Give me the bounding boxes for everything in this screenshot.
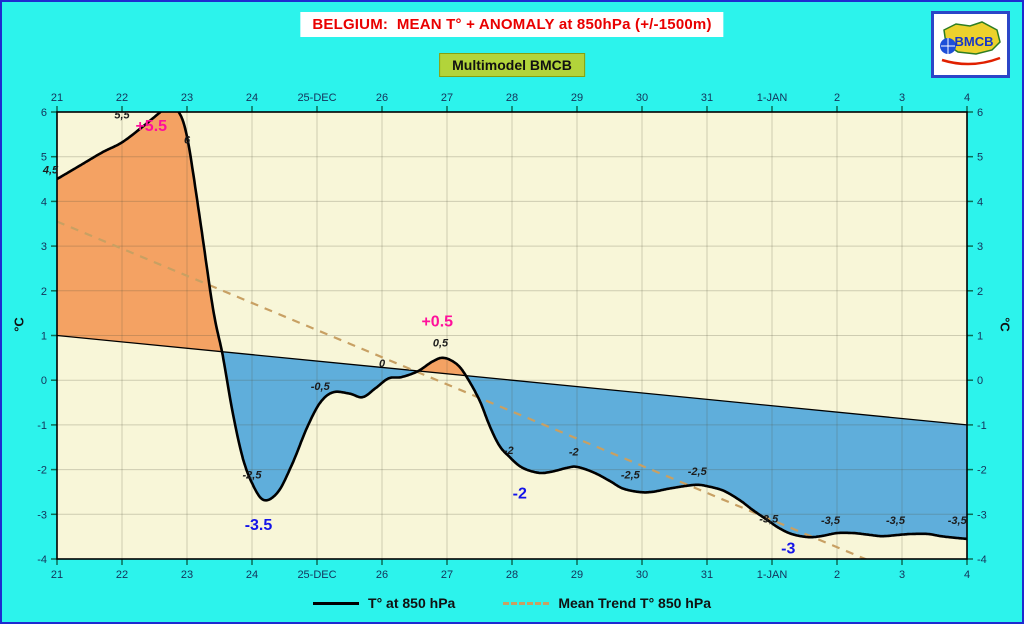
- y-axis-label-left: °C: [11, 317, 27, 332]
- trend-line-swatch: [503, 601, 550, 605]
- svg-text:4: 4: [977, 196, 983, 208]
- svg-text:-2: -2: [569, 446, 579, 458]
- svg-text:25-DEC: 25-DEC: [297, 92, 336, 104]
- logo-swoosh: [941, 56, 1000, 65]
- bmcb-logo: BMCB: [931, 11, 1010, 78]
- svg-text:1-JAN: 1-JAN: [757, 569, 788, 581]
- svg-text:4: 4: [964, 569, 970, 581]
- svg-text:23: 23: [181, 92, 193, 104]
- svg-text:23: 23: [181, 569, 193, 581]
- svg-text:0,5: 0,5: [433, 338, 449, 350]
- svg-text:6: 6: [41, 107, 47, 119]
- svg-text:-1: -1: [37, 420, 47, 432]
- svg-text:25-DEC: 25-DEC: [297, 569, 336, 581]
- svg-text:-3: -3: [37, 509, 47, 521]
- svg-text:29: 29: [571, 92, 583, 104]
- svg-text:-4: -4: [37, 554, 47, 566]
- svg-text:-3: -3: [781, 541, 795, 558]
- svg-text:+0.5: +0.5: [421, 314, 453, 331]
- svg-text:+5.5: +5.5: [135, 118, 167, 135]
- svg-text:26: 26: [376, 569, 388, 581]
- svg-text:0: 0: [379, 358, 386, 370]
- svg-text:-0,5: -0,5: [311, 381, 331, 393]
- svg-text:-1: -1: [977, 420, 987, 432]
- bmcb-logo-graphic: BMCB: [939, 20, 1001, 65]
- svg-text:-2: -2: [37, 465, 47, 477]
- svg-text:31: 31: [701, 92, 713, 104]
- svg-text:30: 30: [636, 569, 648, 581]
- svg-text:26: 26: [376, 92, 388, 104]
- svg-text:-2,5: -2,5: [621, 470, 641, 482]
- svg-text:2: 2: [834, 92, 840, 104]
- svg-text:-2: -2: [513, 486, 527, 503]
- svg-text:-3,5: -3,5: [821, 515, 841, 527]
- chart-title: BELGIUM: MEAN T° + ANOMALY at 850hPa (+/…: [300, 12, 724, 37]
- svg-text:2: 2: [834, 569, 840, 581]
- svg-text:27: 27: [441, 92, 453, 104]
- legend-item-trend: Mean Trend T° 850 hPa: [503, 595, 711, 611]
- svg-text:3: 3: [41, 241, 47, 253]
- logo-text: BMCB: [954, 34, 993, 49]
- temp-line-swatch: [313, 601, 360, 605]
- svg-text:0: 0: [41, 375, 47, 387]
- svg-text:21: 21: [51, 92, 63, 104]
- svg-text:31: 31: [701, 569, 713, 581]
- svg-text:3: 3: [899, 92, 905, 104]
- svg-text:24: 24: [246, 92, 258, 104]
- svg-text:-2: -2: [977, 465, 987, 477]
- svg-text:2: 2: [977, 286, 983, 298]
- svg-text:3: 3: [899, 569, 905, 581]
- svg-text:-3,5: -3,5: [948, 515, 968, 527]
- legend-trend-label: Mean Trend T° 850 hPa: [558, 595, 711, 611]
- svg-text:-2,5: -2,5: [688, 466, 708, 478]
- svg-text:-2: -2: [504, 445, 514, 457]
- svg-text:1: 1: [977, 331, 983, 343]
- svg-text:-3.5: -3.5: [245, 517, 273, 534]
- svg-text:6: 6: [184, 134, 191, 146]
- svg-text:-3,5: -3,5: [886, 515, 906, 527]
- svg-text:5,5: 5,5: [114, 110, 130, 122]
- svg-text:30: 30: [636, 92, 648, 104]
- svg-text:27: 27: [441, 569, 453, 581]
- legend: T° at 850 hPa Mean Trend T° 850 hPa: [2, 595, 1022, 611]
- svg-text:-3: -3: [977, 509, 987, 521]
- svg-text:1: 1: [41, 331, 47, 343]
- svg-text:4: 4: [41, 196, 47, 208]
- svg-text:21: 21: [51, 569, 63, 581]
- svg-text:29: 29: [571, 569, 583, 581]
- svg-text:0: 0: [977, 375, 983, 387]
- svg-text:2: 2: [41, 286, 47, 298]
- svg-text:-4: -4: [977, 554, 987, 566]
- svg-text:22: 22: [116, 569, 128, 581]
- legend-item-temp: T° at 850 hPa: [313, 595, 455, 611]
- legend-temp-label: T° at 850 hPa: [368, 595, 456, 611]
- svg-text:4,5: 4,5: [42, 165, 59, 177]
- svg-text:5: 5: [41, 152, 47, 164]
- svg-text:24: 24: [246, 569, 258, 581]
- svg-text:1-JAN: 1-JAN: [757, 92, 788, 104]
- svg-text:22: 22: [116, 92, 128, 104]
- svg-text:3: 3: [977, 241, 983, 253]
- chart-subtitle: Multimodel BMCB: [439, 53, 585, 77]
- svg-text:-3,5: -3,5: [759, 513, 779, 525]
- chart-area: 212122222323242425-DEC25-DEC262627272828…: [37, 92, 987, 581]
- y-axis-label-right: °C: [997, 317, 1013, 332]
- svg-text:6: 6: [977, 107, 983, 119]
- svg-text:5: 5: [977, 152, 983, 164]
- svg-text:-2,5: -2,5: [243, 470, 263, 482]
- svg-text:28: 28: [506, 569, 518, 581]
- svg-text:28: 28: [506, 92, 518, 104]
- svg-text:4: 4: [964, 92, 970, 104]
